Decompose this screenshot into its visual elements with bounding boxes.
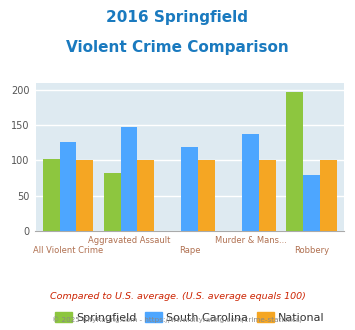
Text: Compared to U.S. average. (U.S. average equals 100): Compared to U.S. average. (U.S. average … <box>50 292 305 301</box>
Bar <box>320 160 337 231</box>
Bar <box>286 92 304 231</box>
Legend: Springfield, South Carolina, National: Springfield, South Carolina, National <box>50 308 329 327</box>
Text: Rape: Rape <box>179 246 201 255</box>
Text: Robbery: Robbery <box>294 246 329 255</box>
Bar <box>137 160 154 231</box>
Text: © 2025 CityRating.com - https://www.cityrating.com/crime-statistics/: © 2025 CityRating.com - https://www.city… <box>53 317 302 323</box>
Bar <box>198 160 215 231</box>
Bar <box>120 127 137 231</box>
Text: Violent Crime Comparison: Violent Crime Comparison <box>66 40 289 54</box>
Bar <box>60 142 76 231</box>
Bar <box>260 160 276 231</box>
Text: Aggravated Assault: Aggravated Assault <box>88 236 170 245</box>
Bar <box>181 147 198 231</box>
Bar <box>104 173 120 231</box>
Bar <box>242 134 260 231</box>
Text: 2016 Springfield: 2016 Springfield <box>106 10 248 25</box>
Text: Murder & Mans...: Murder & Mans... <box>215 236 287 245</box>
Text: All Violent Crime: All Violent Crime <box>33 246 103 255</box>
Bar <box>43 159 60 231</box>
Bar <box>304 175 320 231</box>
Bar <box>76 160 93 231</box>
